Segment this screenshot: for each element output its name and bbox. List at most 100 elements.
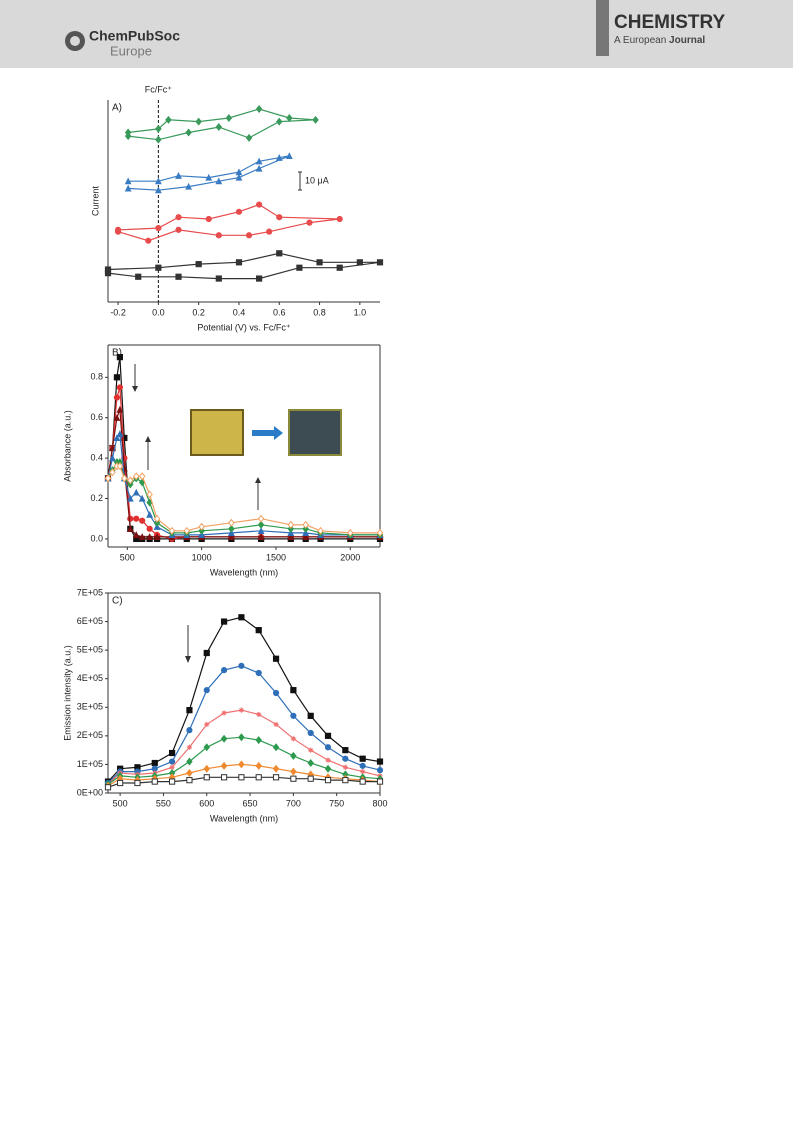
marker <box>116 354 123 361</box>
marker <box>104 784 112 791</box>
marker <box>109 468 116 477</box>
marker <box>256 201 263 208</box>
marker <box>198 531 206 538</box>
marker <box>154 186 162 194</box>
reference-label: Fc/Fc⁺ <box>145 84 172 94</box>
marker <box>238 662 245 669</box>
marker <box>290 712 297 719</box>
marker <box>139 517 146 524</box>
marker <box>359 755 366 762</box>
marker <box>324 744 332 751</box>
marker <box>342 755 349 762</box>
marker <box>153 533 161 540</box>
marker <box>132 472 140 481</box>
logo-icon-inner <box>70 36 80 46</box>
marker <box>290 775 297 782</box>
marker <box>204 721 210 728</box>
marker <box>312 115 319 124</box>
marker <box>272 764 280 773</box>
marker <box>203 774 210 781</box>
marker <box>198 526 205 535</box>
marker <box>342 764 348 770</box>
marker <box>165 115 172 124</box>
marker <box>317 526 324 535</box>
marker <box>220 667 228 674</box>
marker <box>257 520 265 529</box>
x-tick-label: 1000 <box>192 552 212 562</box>
marker <box>238 774 245 781</box>
photo-arrow <box>252 426 283 440</box>
marker <box>255 157 263 165</box>
marker <box>185 128 192 137</box>
marker <box>215 275 222 282</box>
marker <box>145 237 152 244</box>
marker <box>272 774 280 781</box>
x-tick-label: 0.6 <box>273 307 286 317</box>
marker <box>256 711 262 718</box>
y-tick-label: 1E+05 <box>77 759 103 769</box>
x-tick-label: 1.0 <box>354 307 367 317</box>
marker <box>151 778 158 785</box>
marker <box>116 462 124 471</box>
marker <box>275 153 283 161</box>
marker <box>155 224 162 232</box>
marker <box>235 259 243 266</box>
marker <box>113 374 121 381</box>
marker <box>245 232 253 239</box>
society-name: ChemPubSoc <box>89 28 180 44</box>
marker <box>255 774 262 781</box>
marker <box>169 778 176 785</box>
marker <box>324 732 332 739</box>
marker <box>227 529 235 536</box>
arrow-head <box>145 436 151 442</box>
marker <box>286 114 293 123</box>
x-tick-label: 650 <box>243 798 258 808</box>
x-axis-label: Wavelength (nm) <box>210 567 278 577</box>
marker <box>109 444 116 452</box>
marker <box>203 764 210 773</box>
marker <box>220 618 228 625</box>
marker <box>266 228 273 235</box>
marker <box>135 273 142 280</box>
marker <box>138 533 146 540</box>
marker <box>126 494 134 502</box>
marker <box>155 135 162 144</box>
marker <box>245 133 253 142</box>
marker <box>203 687 210 694</box>
marker <box>116 405 124 413</box>
panel-label: B) <box>112 348 122 359</box>
marker <box>257 514 265 523</box>
marker <box>175 214 182 221</box>
marker <box>114 228 122 235</box>
marker <box>175 172 182 179</box>
marker <box>186 707 193 714</box>
marker <box>127 515 134 522</box>
marker <box>238 760 245 769</box>
marker <box>255 627 262 634</box>
marker <box>256 275 263 282</box>
x-tick-label: 0.4 <box>233 307 246 317</box>
y-tick-label: 0.8 <box>90 372 103 382</box>
x-tick-label: 1500 <box>266 552 286 562</box>
marker <box>336 215 343 223</box>
marker <box>376 778 384 785</box>
marker <box>336 264 343 271</box>
marker <box>306 219 313 226</box>
marker <box>255 736 262 745</box>
marker <box>376 259 384 266</box>
marker <box>185 182 193 190</box>
marker <box>146 490 153 499</box>
marker <box>228 524 235 533</box>
marker <box>195 117 202 126</box>
society-region: Europe <box>110 43 152 58</box>
marker <box>302 529 310 536</box>
marker <box>127 480 134 489</box>
x-tick-label: 0.0 <box>152 307 165 317</box>
marker <box>153 518 161 527</box>
marker <box>302 533 310 540</box>
marker <box>228 518 235 527</box>
marker <box>307 759 314 767</box>
marker <box>376 758 384 765</box>
marker <box>342 777 349 784</box>
